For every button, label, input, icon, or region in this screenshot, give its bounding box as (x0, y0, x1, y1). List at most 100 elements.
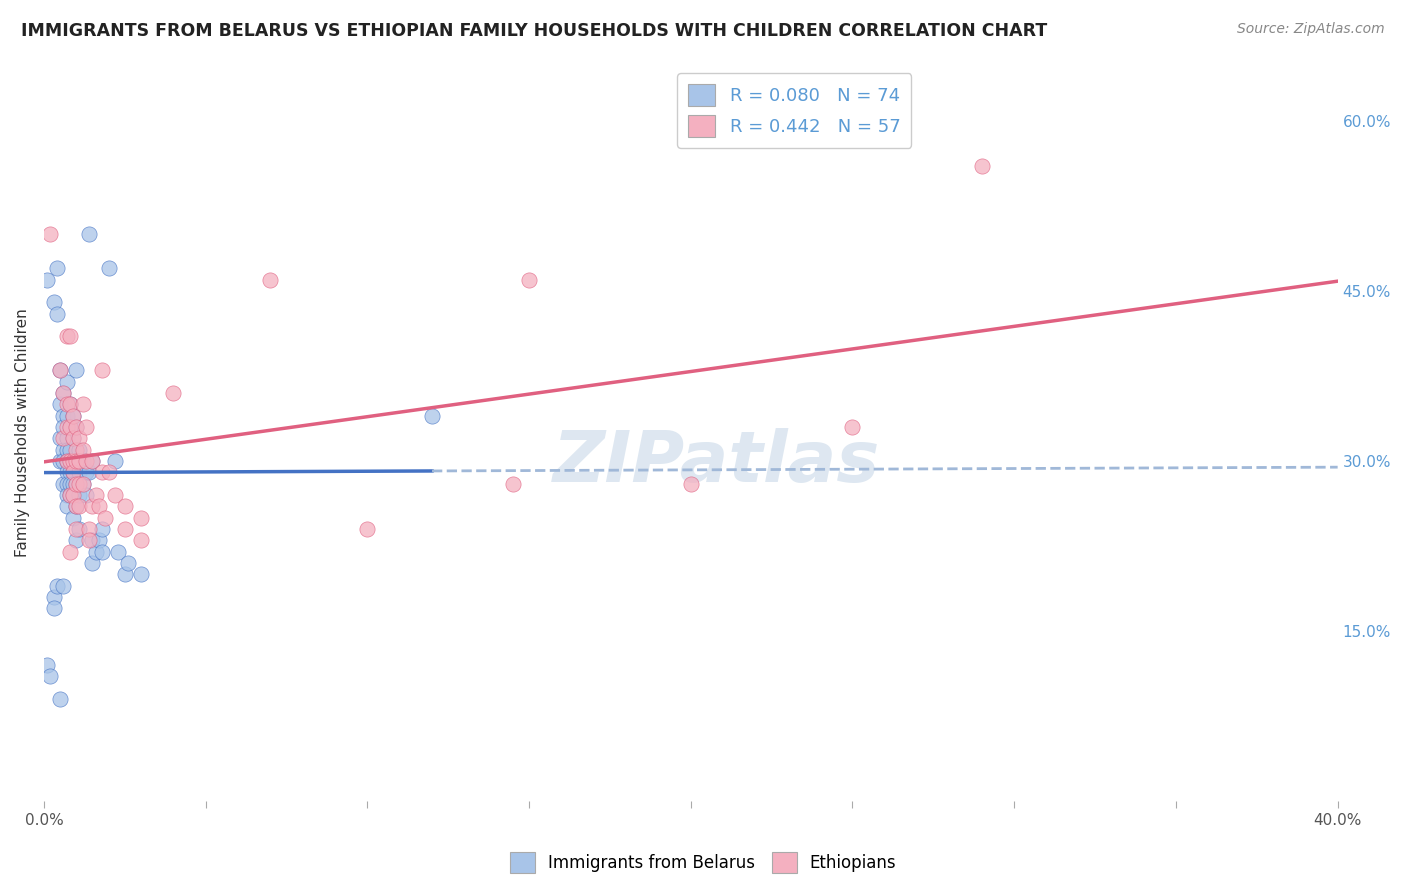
Point (49, 397, 72, 411)
Point (75, 420, 97, 434)
Point (49, 454, 72, 468)
Point (52, 579, 75, 593)
Point (49, 363, 72, 377)
Point (59, 397, 82, 411)
Point (117, 556, 139, 570)
Point (59, 329, 82, 343)
Point (87, 500, 110, 514)
Point (77, 227, 100, 242)
Point (970, 159, 993, 173)
Point (97, 465, 120, 479)
Point (59, 476, 82, 491)
Point (59, 465, 82, 479)
Point (65, 476, 87, 491)
Point (65, 500, 87, 514)
Point (91, 363, 114, 377)
Point (259, 272, 281, 286)
Point (82, 454, 104, 468)
Point (107, 544, 129, 558)
Point (84, 488, 107, 502)
Point (52, 385, 75, 400)
Point (45, 579, 67, 593)
Text: IMMIGRANTS FROM BELARUS VS ETHIOPIAN FAMILY HOUSEHOLDS WITH CHILDREN CORRELATION: IMMIGRANTS FROM BELARUS VS ETHIOPIAN FAM… (21, 22, 1047, 40)
Point (52, 385, 75, 400)
Point (52, 420, 75, 434)
Point (91, 465, 114, 479)
Point (59, 442, 82, 457)
Point (72, 442, 94, 457)
Point (62, 409, 84, 423)
Point (104, 454, 127, 468)
Point (59, 420, 82, 434)
Point (356, 522, 378, 536)
Point (129, 567, 152, 582)
Point (75, 454, 97, 468)
Point (77, 522, 100, 536)
Point (52, 442, 75, 457)
Point (49, 431, 72, 445)
Point (114, 567, 136, 582)
Point (97, 261, 120, 276)
Point (42, 590, 65, 604)
Point (69, 476, 91, 491)
Point (55, 420, 77, 434)
Point (84, 544, 107, 558)
Point (65, 533, 87, 548)
Point (59, 544, 82, 558)
Point (82, 533, 104, 548)
Point (75, 488, 97, 502)
Point (69, 500, 91, 514)
Point (91, 544, 114, 558)
Point (42, 295, 65, 310)
Point (69, 442, 91, 457)
Point (69, 465, 91, 479)
Point (49, 363, 72, 377)
Point (114, 522, 136, 536)
Text: Source: ZipAtlas.com: Source: ZipAtlas.com (1237, 22, 1385, 37)
Point (62, 465, 84, 479)
Point (52, 431, 75, 445)
Point (69, 454, 91, 468)
Point (39, 227, 62, 242)
Point (59, 488, 82, 502)
Point (55, 476, 77, 491)
Point (62, 431, 84, 445)
Point (77, 465, 100, 479)
Point (502, 476, 524, 491)
Point (55, 488, 77, 502)
Point (55, 375, 77, 389)
Point (62, 454, 84, 468)
Point (65, 363, 87, 377)
Point (82, 500, 104, 514)
Point (55, 500, 77, 514)
Point (72, 454, 94, 468)
Point (62, 431, 84, 445)
Point (62, 454, 84, 468)
Point (55, 454, 77, 468)
Point (77, 533, 100, 548)
Point (94, 510, 117, 524)
Point (65, 454, 87, 468)
Point (65, 442, 87, 457)
Point (72, 397, 94, 411)
Point (75, 465, 97, 479)
Point (37, 658, 59, 673)
Point (52, 476, 75, 491)
Point (104, 488, 127, 502)
Point (59, 397, 82, 411)
Point (37, 272, 59, 286)
Point (420, 409, 443, 423)
Point (841, 420, 863, 434)
Point (72, 476, 94, 491)
Point (49, 692, 72, 706)
Point (62, 488, 84, 502)
Point (82, 454, 104, 468)
Point (45, 261, 67, 276)
Point (65, 522, 87, 536)
Point (65, 420, 87, 434)
Point (69, 522, 91, 536)
Point (39, 669, 62, 683)
Point (91, 522, 114, 536)
Point (62, 510, 84, 524)
Point (129, 533, 152, 548)
